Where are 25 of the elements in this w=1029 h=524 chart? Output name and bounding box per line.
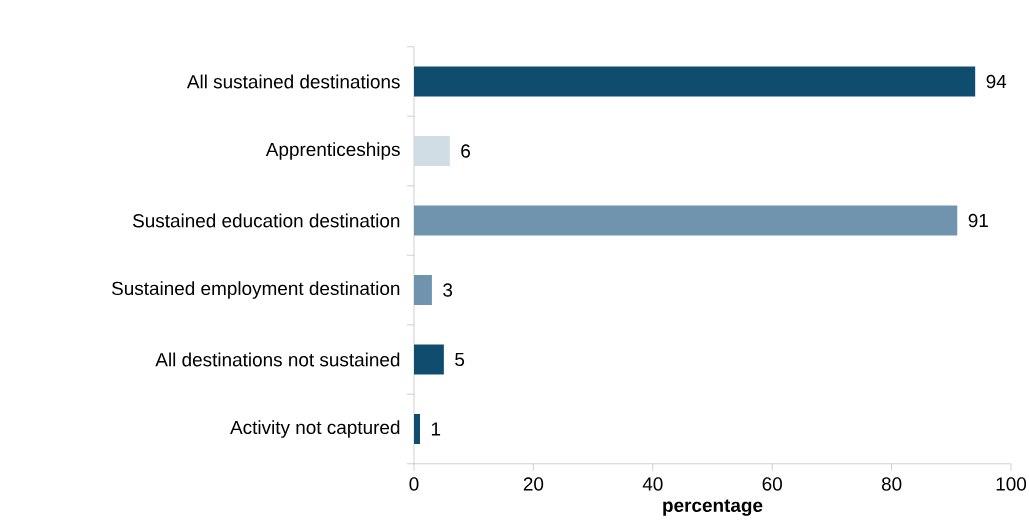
y-tick-label: Apprenticeships — [265, 142, 400, 160]
bar — [414, 136, 450, 166]
bar — [414, 344, 444, 375]
x-tick-label: 100 — [996, 477, 1027, 491]
data-label: 1 — [431, 422, 441, 436]
x-tick-label: 0 — [409, 477, 419, 491]
data-label: 6 — [461, 144, 471, 158]
y-tick-label: Sustained education destination — [132, 213, 400, 228]
bar — [414, 205, 958, 236]
y-tick-label: All sustained destinations — [186, 74, 400, 89]
bar — [414, 414, 420, 444]
x-tick-label: 20 — [523, 477, 544, 491]
y-tick-label: All destinations not sustained — [155, 352, 400, 367]
bar — [414, 66, 976, 97]
x-axis-title: percentage — [663, 499, 763, 516]
data-label: 3 — [443, 283, 453, 297]
x-tick-label: 60 — [762, 477, 782, 491]
bar — [414, 275, 432, 305]
x-tick-label: 40 — [642, 477, 663, 491]
data-label: 5 — [455, 352, 465, 367]
data-label: 94 — [986, 74, 1007, 89]
y-tick-label: Sustained employment destination — [111, 281, 400, 299]
y-tick-label: Activity not captured — [230, 420, 400, 438]
x-tick-label: 80 — [881, 477, 902, 491]
data-label: 91 — [968, 213, 988, 228]
